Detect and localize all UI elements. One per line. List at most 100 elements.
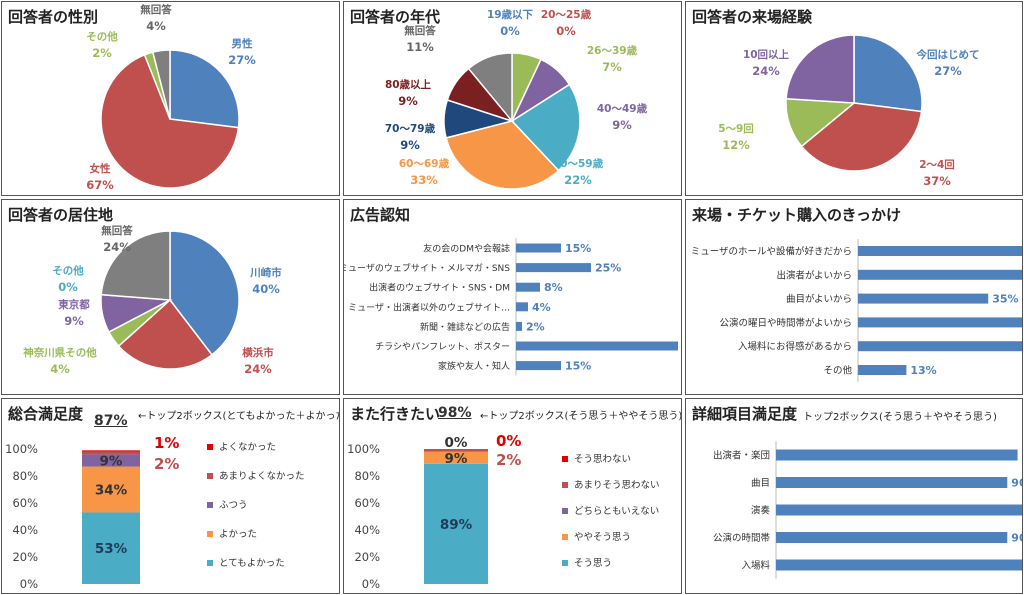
y-tick-label: 20%	[12, 550, 38, 564]
panel-age: 回答者の年代 19歳以下 0% 20～25歳 0% 26～39歳 7% 40～49歳 9% 50…	[343, 1, 682, 196]
slice-label: 40～49歳	[597, 102, 648, 115]
age-pie-chart: 19歳以下 0% 20～25歳 0% 26～39歳 7% 40～49歳 9% 50～59歳 22%…	[385, 8, 648, 190]
category-label: ミューザのウェブサイト・メルマガ・SNS	[344, 262, 510, 274]
slice-value: 12%	[722, 138, 750, 152]
gender-pie-chart: 男性 27% 女性 67% その他 2% 無回答 4%	[86, 3, 256, 192]
slice-label: 80歳以上	[385, 78, 432, 91]
top2-value: 98%	[438, 405, 472, 421]
category-label: 入場料にお得感があるから	[738, 341, 852, 353]
pie-slice	[785, 34, 855, 104]
pie-slice	[169, 49, 240, 129]
legend-label: そう思う	[574, 558, 612, 569]
segment-label: 89%	[440, 517, 473, 533]
category-label: ミューザ・出演者以外のウェブサイト…	[348, 301, 510, 313]
slice-label: 女性	[90, 162, 111, 175]
ads-bar-chart: 友の会のDMや会報誌 15% ミューザのウェブサイト・メルマガ・SNS 25% 出演者の…	[344, 238, 678, 376]
stack-segment	[82, 451, 140, 455]
y-tick-label: 0%	[20, 577, 38, 591]
stack-segment	[82, 512, 140, 584]
pie-slice	[445, 120, 560, 190]
slice-value: 27%	[228, 53, 256, 67]
bar-value-label: 35%	[992, 293, 1018, 306]
slice-label: 無回答	[140, 3, 172, 16]
slice-label: その他	[52, 264, 84, 277]
revisit-stacked-chart: 0% 20% 40% 60% 80% 100% 89% そう思う 9% ややそう思う どちらともいえ…	[347, 432, 660, 591]
category-label: 出演者がよいから	[776, 269, 852, 281]
category-label: 家族や友人・知人	[438, 360, 510, 372]
bar	[516, 263, 591, 273]
slice-value: 22%	[564, 173, 592, 187]
top2-note: ←トップ2ボックス(そう思う＋ややそう思う)	[480, 411, 682, 422]
stack-segment	[424, 451, 488, 464]
slice-value: 27%	[934, 64, 962, 78]
slice-value: 9%	[400, 138, 420, 152]
y-tick-label: 100%	[347, 442, 380, 456]
bar-value-label: 90%	[1011, 532, 1023, 545]
chart-title: また行きたい	[350, 405, 441, 423]
bar	[858, 341, 1022, 352]
bar-value-label: 2%	[526, 320, 545, 333]
panel-gender: 回答者の性別 男性 27% 女性 67% その他 2% 無回答 4%	[1, 1, 340, 196]
pie-slice	[100, 53, 240, 189]
pie-slice	[117, 298, 213, 370]
top2-note: トップ2ボックス(そう思う＋ややそう思う)	[803, 412, 997, 423]
panel-detail: 詳細項目満足度 トップ2ボックス(そう思う＋ややそう思う) 出演者・楽団 94% 曲…	[685, 398, 1023, 594]
slice-value: 0%	[58, 280, 78, 294]
bar	[516, 282, 540, 292]
chart-title: 来場・チケット購入のきっかけ	[692, 206, 901, 224]
legend-label: そう思わない	[574, 454, 631, 465]
legend-swatch	[562, 534, 568, 540]
chart-title: 総合満足度	[8, 405, 84, 423]
pie-slice	[800, 102, 923, 172]
stack-segment	[82, 466, 140, 513]
bar	[516, 302, 528, 312]
y-tick-label: 80%	[12, 469, 38, 483]
legend-label: ふつう	[219, 500, 248, 511]
y-tick-label: 20%	[354, 550, 380, 564]
pie-slice	[853, 34, 923, 113]
category-label: チラシやパンフレット、ポスター	[375, 342, 510, 353]
visits-pie-chart: 今回はじめて 27% 2～4回 37% 5～9回 12% 10回以上 24%	[718, 34, 980, 188]
segment-label: 1%	[154, 434, 179, 452]
panel-visits: 回答者の来場経験 今回はじめて 27% 2～4回 37% 5～9回 12% 10回以上 24%	[685, 1, 1023, 196]
slice-label: 今回はじめて	[916, 48, 980, 61]
stack-segment	[424, 463, 488, 584]
y-tick-label: 0%	[362, 577, 380, 591]
slice-value: 0%	[500, 24, 520, 38]
category-label: 公演の時間帯	[713, 532, 771, 544]
pie-slice	[169, 230, 240, 356]
category-label: 友の会のDMや会報誌	[423, 243, 510, 255]
y-tick-label: 60%	[12, 496, 38, 510]
slice-value: 4%	[146, 19, 166, 33]
bar-value-label: 15%	[565, 242, 591, 255]
pie-slice	[151, 49, 171, 120]
slice-label: 横浜市	[242, 346, 274, 359]
slice-value: 7%	[602, 60, 622, 74]
legend-swatch	[562, 482, 568, 488]
slice-value: 37%	[923, 174, 951, 188]
bar	[858, 246, 1022, 256]
bar	[858, 269, 1022, 280]
slice-label: 70～79歳	[385, 122, 436, 135]
slice-value: 33%	[410, 173, 438, 187]
category-label: その他	[823, 365, 852, 377]
bar-value-label: 25%	[595, 262, 621, 275]
slice-value: 9%	[64, 314, 84, 328]
slice-value: 2%	[92, 46, 112, 60]
slice-label: 50～59歳	[553, 157, 604, 170]
slice-label: 神奈川県その他	[23, 346, 97, 359]
chart-title: 回答者の居住地	[8, 206, 114, 224]
legend-label: よくなかった	[219, 442, 276, 453]
slice-label: 19歳以下	[487, 8, 534, 21]
slice-label: 5～9回	[718, 123, 754, 135]
bar	[776, 532, 1008, 543]
legend-swatch	[562, 560, 568, 566]
segment-label: 34%	[95, 483, 128, 499]
category-label: 出演者のウェブサイト・SNS・DM	[369, 282, 510, 294]
legend-label: あまりそう思わない	[574, 480, 660, 491]
bar	[858, 365, 907, 375]
category-label: 曲目	[751, 478, 770, 489]
slice-value: 9%	[612, 118, 632, 132]
bar-value-label: 4%	[532, 301, 551, 314]
slice-value: 0%	[556, 24, 576, 38]
